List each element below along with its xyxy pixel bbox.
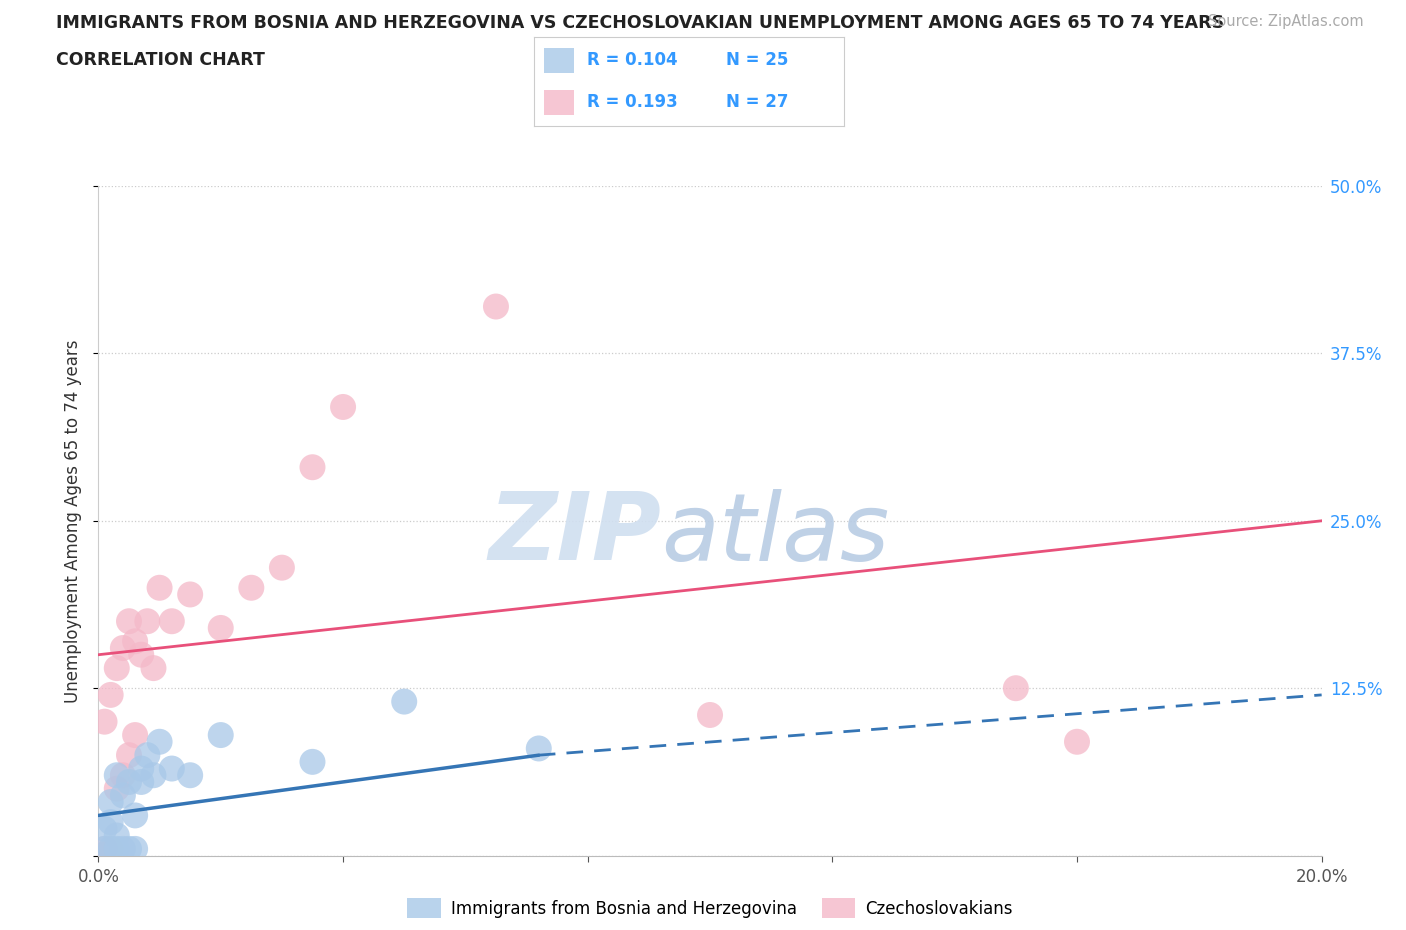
Point	[209, 727, 232, 742]
Point	[160, 761, 183, 776]
Text: Source: ZipAtlas.com: Source: ZipAtlas.com	[1208, 14, 1364, 29]
Point	[100, 794, 122, 809]
Point	[209, 620, 232, 635]
Point	[105, 828, 128, 843]
Point	[527, 741, 550, 756]
Point	[149, 735, 172, 750]
Point	[118, 614, 141, 629]
Point	[100, 815, 122, 830]
Point	[105, 842, 128, 857]
Point	[105, 768, 128, 783]
Point	[124, 808, 146, 823]
Point	[100, 842, 122, 857]
Point	[699, 708, 721, 723]
Point	[301, 459, 323, 474]
Point	[179, 587, 201, 602]
Point	[93, 714, 115, 729]
Point	[332, 400, 354, 415]
Text: N = 25: N = 25	[725, 51, 789, 69]
Point	[93, 842, 115, 857]
Point	[124, 634, 146, 649]
Y-axis label: Unemployment Among Ages 65 to 74 years: Unemployment Among Ages 65 to 74 years	[65, 339, 83, 702]
Point	[105, 781, 128, 796]
Point	[142, 660, 165, 675]
Point	[111, 768, 134, 783]
Point	[149, 580, 172, 595]
Bar	[544, 47, 575, 73]
Point	[301, 754, 323, 769]
Text: ZIP: ZIP	[488, 488, 661, 580]
Text: N = 27: N = 27	[725, 93, 789, 112]
Point	[1066, 735, 1088, 750]
Point	[160, 614, 183, 629]
Point	[129, 775, 152, 790]
Point	[136, 614, 159, 629]
Point	[111, 641, 134, 656]
Legend: Immigrants from Bosnia and Herzegovina, Czechoslovakians: Immigrants from Bosnia and Herzegovina, …	[401, 892, 1019, 924]
Point	[129, 647, 152, 662]
Point	[105, 660, 128, 675]
Point	[93, 842, 115, 857]
Point	[392, 694, 416, 709]
Point	[100, 687, 122, 702]
Point	[142, 768, 165, 783]
Point	[124, 842, 146, 857]
Point	[270, 560, 292, 575]
Bar	[544, 90, 575, 115]
Point	[93, 821, 115, 836]
Text: atlas: atlas	[661, 488, 890, 579]
Point	[111, 842, 134, 857]
Point	[124, 727, 146, 742]
Text: R = 0.104: R = 0.104	[586, 51, 678, 69]
Point	[100, 842, 122, 857]
Point	[118, 748, 141, 763]
Text: IMMIGRANTS FROM BOSNIA AND HERZEGOVINA VS CZECHOSLOVAKIAN UNEMPLOYMENT AMONG AGE: IMMIGRANTS FROM BOSNIA AND HERZEGOVINA V…	[56, 14, 1225, 32]
Point	[111, 788, 134, 803]
Point	[136, 748, 159, 763]
Text: CORRELATION CHART: CORRELATION CHART	[56, 51, 266, 69]
Point	[118, 842, 141, 857]
Point	[1004, 681, 1026, 696]
Point	[118, 775, 141, 790]
Point	[240, 580, 263, 595]
Point	[485, 299, 508, 314]
Point	[179, 768, 201, 783]
Point	[129, 761, 152, 776]
Text: R = 0.193: R = 0.193	[586, 93, 678, 112]
